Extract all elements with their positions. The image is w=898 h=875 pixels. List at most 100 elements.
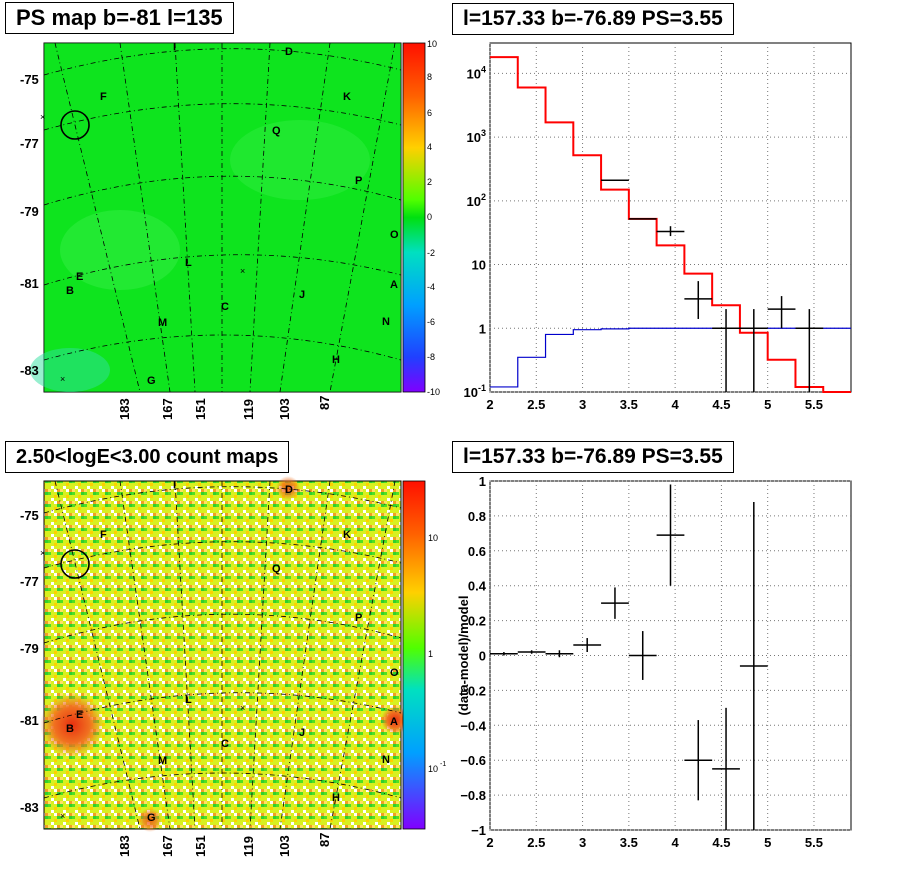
ct-src-O: O <box>390 667 399 679</box>
ps-src-C: C <box>221 301 229 313</box>
ct-src-F: F <box>100 529 107 541</box>
ps-map-panel: × × × I D F K Q P O L E B A J C M N H G … <box>20 39 440 420</box>
ps-src-B: B <box>66 285 74 297</box>
ct-b-tick: -75 <box>20 508 39 523</box>
residual-y-tick: −0.2 <box>460 683 486 698</box>
ps-src-J: J <box>299 289 305 301</box>
ct-b-tick: -79 <box>20 641 39 656</box>
spectrum-red-step <box>490 56 851 393</box>
ct-l-tick: 151 <box>193 835 208 857</box>
ct-l-tick: 87 <box>317 833 332 847</box>
ps-l-tick: 183 <box>117 398 132 420</box>
residual-y-tick: −1 <box>471 823 486 838</box>
ps-src-D: D <box>285 46 293 58</box>
ps-l-tick: 87 <box>317 396 332 410</box>
ct-l-tick: 103 <box>277 835 292 857</box>
residual-x-tick: 3.5 <box>620 835 638 850</box>
ps-map-source-x2: × <box>240 266 245 276</box>
spectrum-frame <box>489 42 852 393</box>
ct-src-M: M <box>158 755 167 767</box>
count-map-panel: × × × I D F K Q P O L E B A J C M N H G … <box>20 476 446 857</box>
ct-l-tick: 167 <box>160 835 175 857</box>
count-map-grid <box>43 480 402 830</box>
spectrum-y-tick: 103 <box>467 128 486 145</box>
spectrum-x-tick: 4.5 <box>712 397 730 412</box>
count-map-source-x2: × <box>240 703 245 713</box>
spectrum-y-tick: 10 <box>472 258 486 273</box>
spectrum-x-tick: 3.5 <box>620 397 638 412</box>
ct-src-C: C <box>221 738 229 750</box>
ps-map-roi-circle <box>60 110 90 140</box>
svg-text:10: 10 <box>427 39 437 49</box>
ps-map-title: PS map b=-81 l=135 <box>5 2 234 34</box>
spectrum-y-tick: 102 <box>467 192 486 209</box>
residual-y-tick: 0.4 <box>468 579 487 594</box>
residual-y-tick: 0.6 <box>468 544 486 559</box>
spectrum-title: l=157.33 b=-76.89 PS=3.55 <box>452 3 734 35</box>
svg-text:-4: -4 <box>427 282 435 292</box>
ps-map-image <box>43 42 402 393</box>
svg-text:10: 10 <box>428 533 438 543</box>
ps-src-I: I <box>173 41 176 53</box>
ct-src-A: A <box>390 716 398 728</box>
count-map-image <box>43 480 402 830</box>
residual-x-tick: 5.5 <box>805 835 823 850</box>
residual-x-tick: 4.5 <box>712 835 730 850</box>
ps-src-P: P <box>355 175 362 187</box>
svg-text:-6: -6 <box>427 317 435 327</box>
spectrum-y-tick: 1 <box>479 321 486 336</box>
ct-src-N: N <box>382 754 390 766</box>
ps-src-K: K <box>343 91 351 103</box>
ps-src-L: L <box>185 257 192 269</box>
spectrum-x-tick: 2.5 <box>527 397 545 412</box>
ct-b-tick: -81 <box>20 713 39 728</box>
ps-b-tick: -81 <box>20 276 39 291</box>
residual-y-tick: −0.6 <box>460 753 486 768</box>
ps-map-source-x3: × <box>60 374 65 384</box>
residual-x-tick: 2.5 <box>527 835 545 850</box>
ps-src-G: G <box>147 375 156 387</box>
ps-src-O: O <box>390 229 399 241</box>
ps-b-tick: -79 <box>20 204 39 219</box>
ct-src-H: H <box>332 792 340 804</box>
ct-b-tick: -83 <box>20 800 39 815</box>
svg-text:-2: -2 <box>427 248 435 258</box>
ps-src-E: E <box>76 271 83 283</box>
ps-src-F: F <box>100 91 107 103</box>
residual-y-tick: 0 <box>479 649 486 664</box>
svg-text:1: 1 <box>428 649 433 659</box>
spectrum-x-tick: 5 <box>764 397 771 412</box>
spectrum-x-tick: 2 <box>486 397 493 412</box>
svg-text:4: 4 <box>427 142 432 152</box>
ct-src-B: B <box>66 723 74 735</box>
residual-x-tick: 2 <box>486 835 493 850</box>
ps-l-tick: 119 <box>241 399 256 420</box>
ps-b-tick: -75 <box>20 72 39 87</box>
ps-l-tick: 151 <box>193 398 208 420</box>
ct-b-tick: -77 <box>20 574 39 589</box>
ct-src-P: P <box>355 612 362 624</box>
ct-src-D: D <box>285 484 293 496</box>
spectrum-x-tick: 5.5 <box>805 397 823 412</box>
residual-y-tick: −0.8 <box>460 788 486 803</box>
ct-src-E: E <box>76 709 83 721</box>
count-map-roi-circle <box>60 549 90 579</box>
ct-src-J: J <box>299 727 305 739</box>
ps-colorbar-ticks: 10 8 6 4 2 0 -2 -4 -6 -8 -10 <box>427 39 440 397</box>
ps-b-tick: -77 <box>20 136 39 151</box>
count-hotspot-A <box>381 706 409 734</box>
residual-y-tick: 1 <box>479 474 486 489</box>
count-map-source-x: × <box>40 548 45 558</box>
ps-src-A: A <box>390 279 398 291</box>
residual-x-tick: 5 <box>764 835 771 850</box>
residual-x-tick: 4 <box>672 835 680 850</box>
ps-src-M: M <box>158 317 167 329</box>
ps-l-tick: 167 <box>160 398 175 420</box>
residual-y-tick: −0.4 <box>460 718 486 733</box>
svg-text:10: 10 <box>428 764 438 774</box>
residual-y-tick: 0.2 <box>468 614 486 629</box>
spectrum-y-tick: 104 <box>467 64 486 81</box>
count-hotspot-B <box>40 693 104 757</box>
